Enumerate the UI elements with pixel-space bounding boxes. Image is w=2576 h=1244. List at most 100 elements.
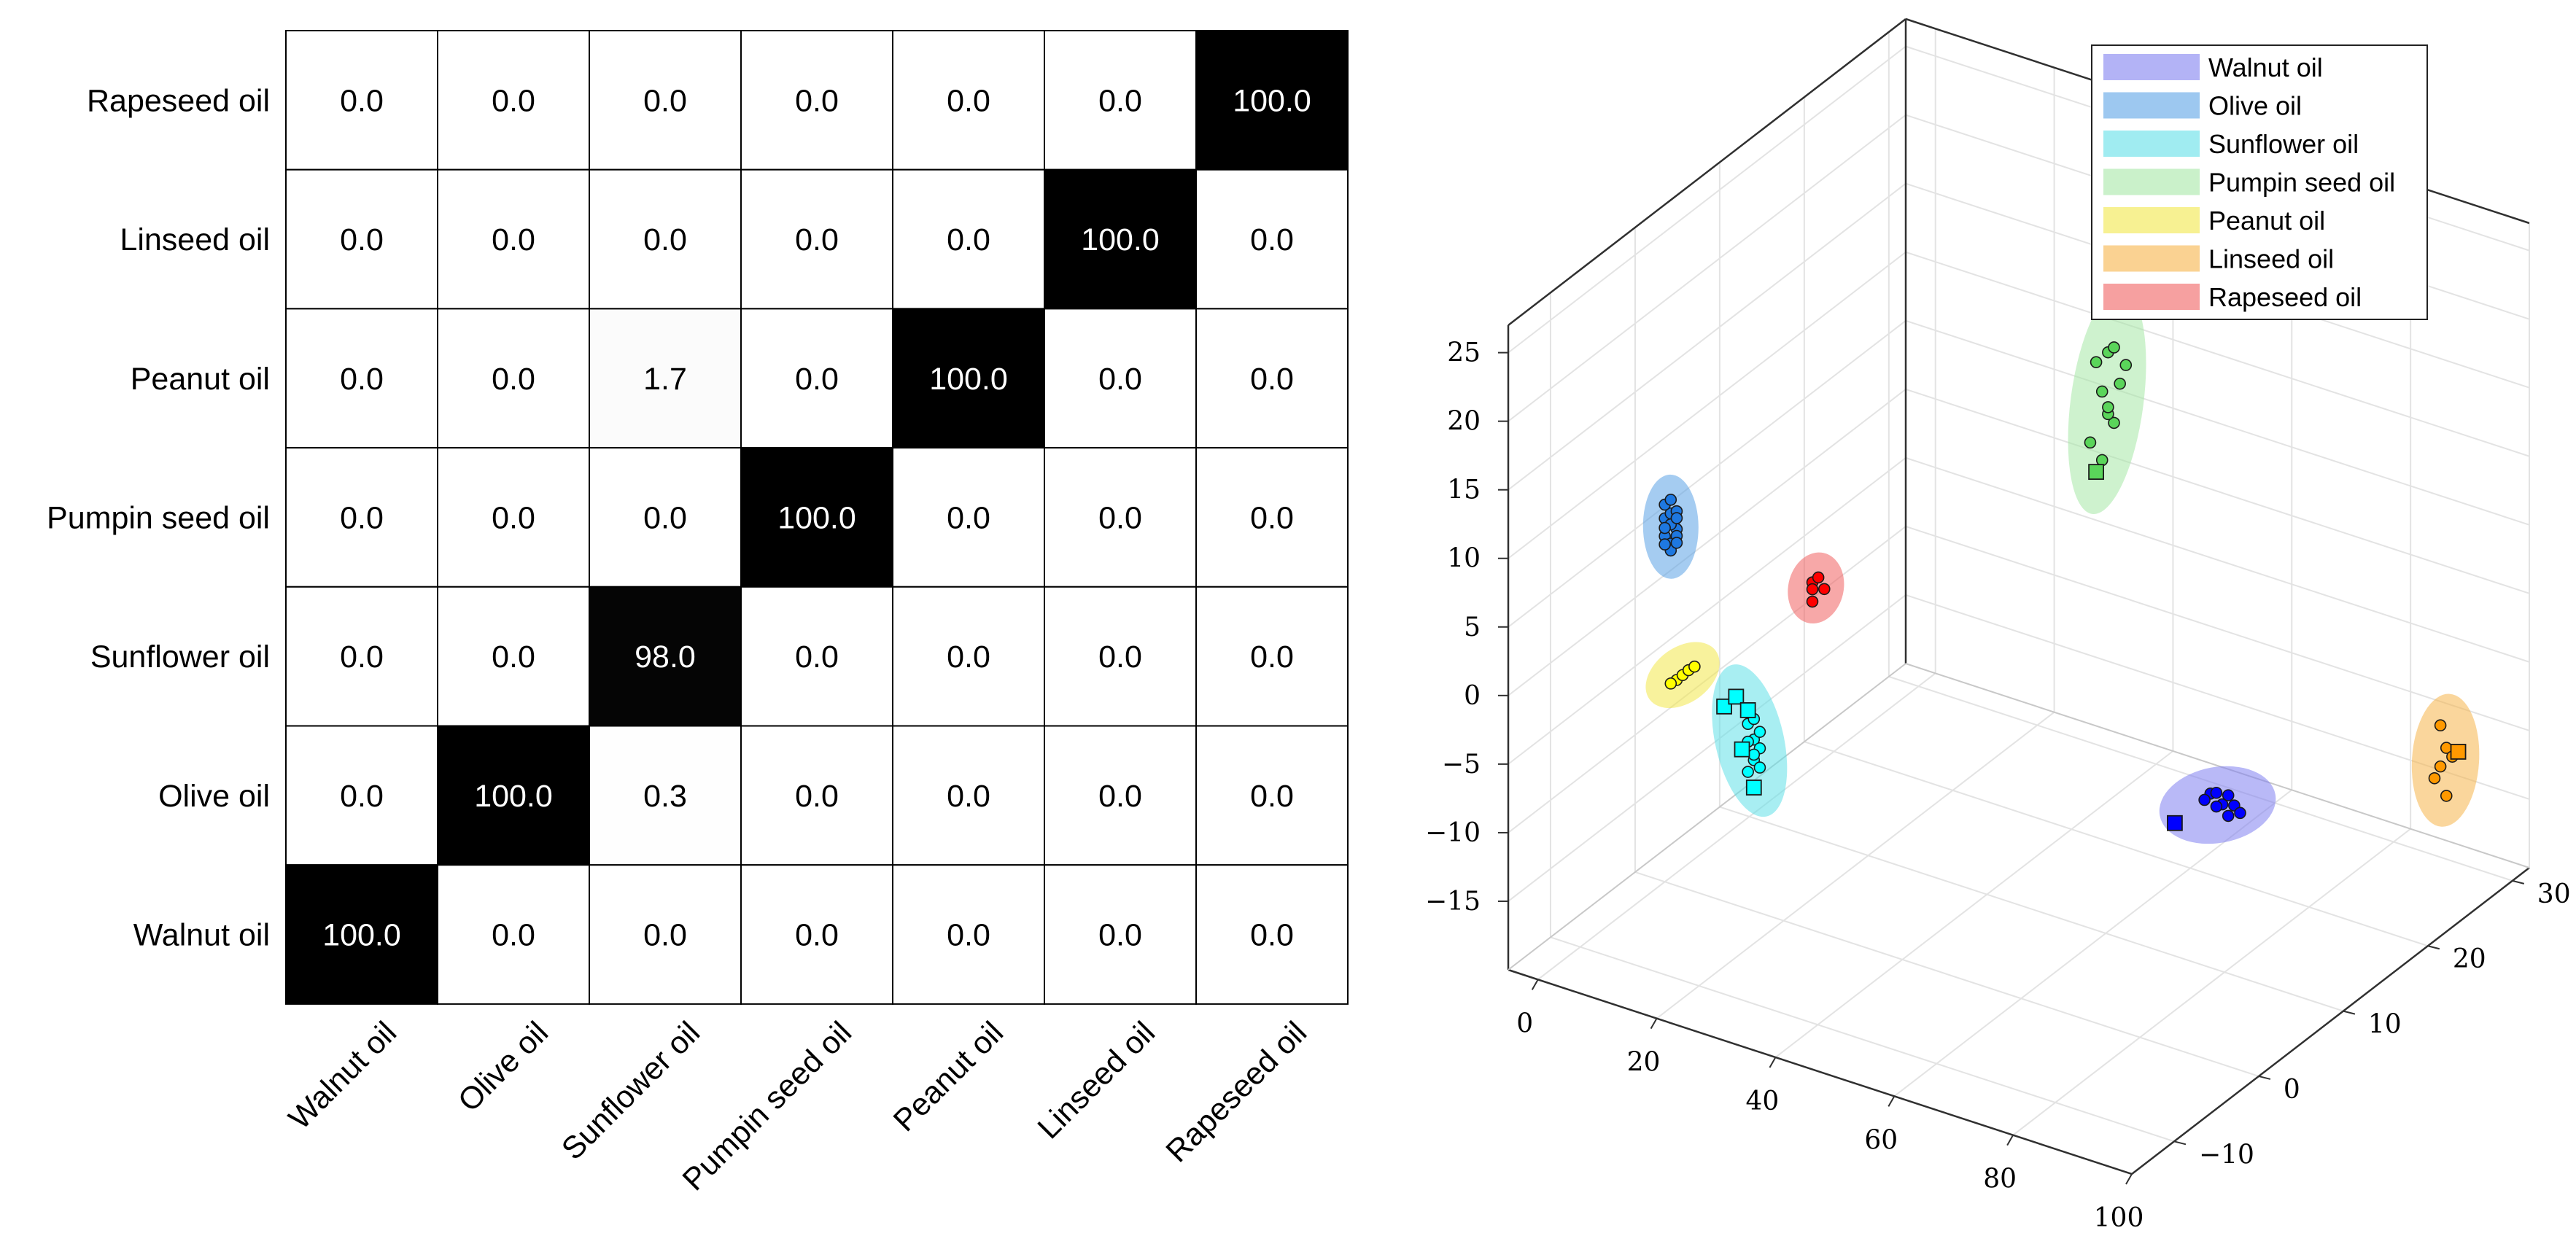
y-tick xyxy=(2173,1140,2187,1146)
scatter-3d-plot: 0 20 40 60 80 100 −10 0 10 20 30 25 20 15 10 5 0 −5 −10 −15… xyxy=(1425,18,2571,1233)
grid-z-side xyxy=(1508,319,1906,628)
row-label: Pumpin seed oil xyxy=(47,500,270,535)
cell-r3-c3 xyxy=(740,447,893,588)
cell-value: 0.0 xyxy=(947,640,990,675)
cell-value: 0.0 xyxy=(340,779,384,814)
grid-z-side xyxy=(1508,389,1906,696)
cell-r6-c6 xyxy=(1195,864,1349,1005)
cell-r1-c5 xyxy=(1044,168,1197,310)
grid-z-side xyxy=(1508,457,1906,765)
data-point xyxy=(2095,385,2108,398)
grid-z-side xyxy=(1508,594,1906,902)
row-label: Olive oil xyxy=(158,779,270,814)
z-tick-label: 15 xyxy=(1447,475,1481,505)
cell-value: 0.0 xyxy=(1250,779,1294,814)
cell-value: 0.0 xyxy=(1098,83,1142,118)
cell-r1-c0 xyxy=(285,168,438,310)
x-tick-label: 100 xyxy=(2094,1203,2144,1233)
grid-z-back xyxy=(1905,525,2530,731)
cell-r6-c5 xyxy=(1044,864,1197,1005)
confusion-matrix: 0.0 0.0 0.0 0.0 0.0 0.0 100.0 Rapeseed oil 0.0 0.… xyxy=(47,30,1349,1197)
data-point xyxy=(2222,809,2235,823)
cell-r2-c5 xyxy=(1044,308,1197,449)
cell-r0-c6 xyxy=(1195,30,1349,171)
cell-value: 98.0 xyxy=(635,640,696,675)
data-point xyxy=(1812,571,1825,584)
cell-r3-c5 xyxy=(1044,447,1197,588)
cell-value: 0.0 xyxy=(947,779,990,814)
cell-r3-c0 xyxy=(285,447,438,588)
data-point xyxy=(2114,377,2126,390)
data-point-square xyxy=(1739,702,1756,718)
y-axis xyxy=(2131,867,2530,1175)
cell-r2-c2 xyxy=(589,308,742,449)
grid-z-side xyxy=(1508,45,1906,354)
data-point-square xyxy=(1734,741,1750,758)
data-point xyxy=(1664,494,1677,506)
cell-r5-c3 xyxy=(740,725,893,866)
cell-value: 0.0 xyxy=(643,83,687,118)
x-tick-label: 20 xyxy=(1627,1048,1661,1078)
x-tick xyxy=(2125,1173,2133,1185)
grid-x-floor xyxy=(1774,750,2174,1058)
grid-z-side xyxy=(1508,251,1906,559)
data-point xyxy=(2108,416,2120,429)
cell-r1-c4 xyxy=(892,168,1045,310)
z-tick-label: −10 xyxy=(1425,818,1481,848)
row-label: Sunflower oil xyxy=(90,640,270,675)
cell-value: 0.0 xyxy=(795,779,839,814)
data-point-square xyxy=(2450,744,2467,760)
cell-value: 0.0 xyxy=(643,222,687,257)
x-tick xyxy=(1531,979,1539,990)
cell-r6-c0 xyxy=(285,864,438,1005)
box-edge-hidden xyxy=(1905,663,2530,868)
grid-z-back xyxy=(1905,388,2530,594)
data-point xyxy=(1753,726,1766,738)
cell-value: 0.0 xyxy=(1098,362,1142,397)
data-point xyxy=(2198,793,2211,806)
data-point xyxy=(1670,512,1683,524)
row-label: Rapeseed oil xyxy=(87,83,270,118)
data-point xyxy=(1806,583,1819,596)
z-tick-label: −15 xyxy=(1425,887,1481,917)
cell-value: 100.0 xyxy=(322,918,401,953)
cell-value: 0.0 xyxy=(340,640,384,675)
y-tick xyxy=(2427,945,2440,950)
cell-value: 0.0 xyxy=(947,500,990,535)
cluster-ellipse xyxy=(2411,693,2480,827)
cell-r6-c2 xyxy=(589,864,742,1005)
data-point xyxy=(2108,341,2120,354)
cell-value: 0.0 xyxy=(947,918,990,953)
x-tick xyxy=(1888,1095,1896,1107)
z-tick-label: 10 xyxy=(1447,544,1481,574)
data-point xyxy=(2210,786,2223,799)
y-tick xyxy=(2512,879,2525,885)
x-tick-label: 40 xyxy=(1746,1086,1780,1116)
cell-r5-c1 xyxy=(437,725,590,866)
data-point xyxy=(2440,790,2453,802)
data-point xyxy=(2222,789,2235,801)
cell-value: 100.0 xyxy=(777,500,856,535)
cell-r5-c0 xyxy=(285,725,438,866)
cell-value: 0.0 xyxy=(795,83,839,118)
cell-value: 100.0 xyxy=(929,362,1008,397)
x-tick-label: 80 xyxy=(1983,1165,2017,1194)
cell-r2-c6 xyxy=(1195,308,1349,449)
data-point-square xyxy=(2167,815,2183,831)
cell-value: 0.0 xyxy=(492,918,535,953)
grid-z-back xyxy=(1905,319,2530,526)
cell-r4-c2 xyxy=(589,586,742,727)
z-tick-label: −5 xyxy=(1442,750,1481,780)
cell-r6-c1 xyxy=(437,864,590,1005)
cell-r5-c6 xyxy=(1195,725,1349,866)
cell-value: 0.0 xyxy=(492,83,535,118)
legend-swatch xyxy=(2103,207,2200,233)
cell-value: 0.0 xyxy=(340,83,384,118)
cell-value: 100.0 xyxy=(1233,83,1311,118)
data-point xyxy=(1817,583,1831,596)
grid-y-floor xyxy=(1719,806,2344,1012)
y-tick-label: 0 xyxy=(2284,1075,2300,1105)
box-edge-hidden xyxy=(1508,663,1906,971)
cell-r4-c1 xyxy=(437,586,590,727)
x-tick xyxy=(1650,1018,1658,1030)
